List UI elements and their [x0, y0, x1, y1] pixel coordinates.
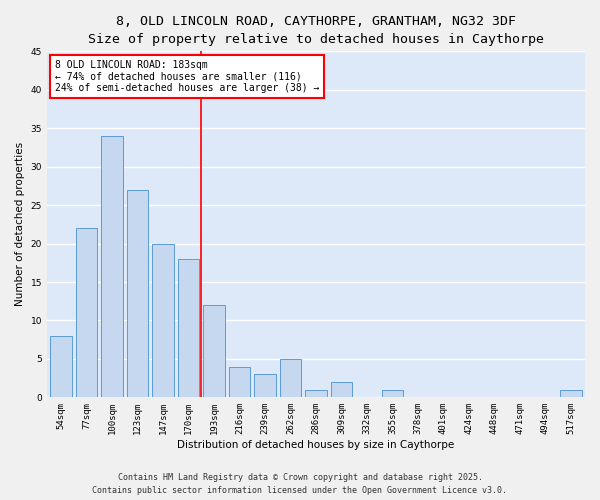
Bar: [560, 390, 582, 398]
Text: 8 OLD LINCOLN ROAD: 183sqm
← 74% of detached houses are smaller (116)
24% of sem: 8 OLD LINCOLN ROAD: 183sqm ← 74% of deta…: [55, 60, 319, 93]
Title: 8, OLD LINCOLN ROAD, CAYTHORPE, GRANTHAM, NG32 3DF
Size of property relative to : 8, OLD LINCOLN ROAD, CAYTHORPE, GRANTHAM…: [88, 15, 544, 46]
Bar: [331, 382, 352, 398]
Bar: [254, 374, 276, 398]
Bar: [152, 244, 174, 398]
Bar: [127, 190, 148, 398]
X-axis label: Distribution of detached houses by size in Caythorpe: Distribution of detached houses by size …: [178, 440, 455, 450]
Text: Contains HM Land Registry data © Crown copyright and database right 2025.
Contai: Contains HM Land Registry data © Crown c…: [92, 474, 508, 495]
Bar: [305, 390, 327, 398]
Bar: [280, 359, 301, 398]
Bar: [50, 336, 72, 398]
Bar: [229, 366, 250, 398]
Bar: [76, 228, 97, 398]
Bar: [101, 136, 123, 398]
Y-axis label: Number of detached properties: Number of detached properties: [15, 142, 25, 306]
Bar: [203, 305, 225, 398]
Bar: [178, 259, 199, 398]
Bar: [382, 390, 403, 398]
